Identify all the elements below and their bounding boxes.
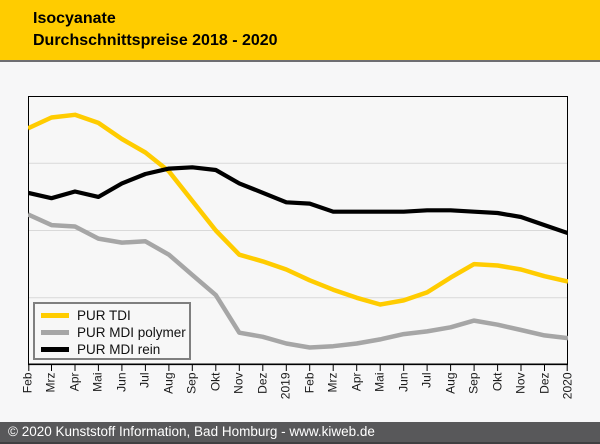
x-axis-label: Dez (537, 372, 552, 394)
page-title-line2: Durchschnittspreise 2018 - 2020 (33, 32, 278, 49)
page-title-line1: Isocyanate (33, 10, 116, 27)
x-axis-label: Dez (255, 372, 270, 394)
x-axis-label: Nov (513, 372, 528, 394)
legend-label: PUR TDI (77, 308, 131, 323)
x-axis-label: Mrz (43, 372, 58, 393)
x-axis-label: Apr (349, 372, 364, 392)
x-axis-label: Mai (372, 372, 387, 392)
x-axis-label: Sep (466, 372, 481, 394)
legend-label: PUR MDI polymer (77, 325, 186, 340)
x-axis-label: 2020 (560, 372, 575, 400)
x-axis-label: Nov (231, 372, 246, 394)
x-axis-label: Jun (114, 372, 129, 392)
legend-label: PUR MDI rein (77, 342, 161, 357)
x-axis-label: Feb (20, 372, 35, 394)
x-axis-label: Mrz (325, 372, 340, 393)
legend-item-pur-mdi-polymer: PUR MDI polymer (41, 324, 189, 341)
footer-bar: © 2020 Kunststoff Information, Bad Hombu… (0, 422, 600, 444)
x-axis-label: Sep (184, 372, 199, 394)
x-axis-label: Jul (137, 372, 152, 388)
x-axis-label: Okt (490, 372, 505, 392)
legend-item-pur-tdi: PUR TDI (41, 307, 189, 324)
chart-legend: PUR TDI PUR MDI polymer PUR MDI rein (33, 302, 191, 360)
pur-mdi-rein-line-swatch (41, 347, 69, 352)
x-axis-label: Okt (208, 372, 223, 392)
x-axis-label: Feb (302, 372, 317, 394)
x-axis-label: Aug (443, 372, 458, 394)
x-axis-label: Aug (161, 372, 176, 394)
x-axis-label: Mai (90, 372, 105, 392)
copyright-text: © 2020 Kunststoff Information, Bad Hombu… (8, 424, 375, 439)
pur-mdi-polymer-line-swatch (41, 330, 69, 335)
x-axis-label: Jul (419, 372, 434, 388)
x-axis-label: 2019 (278, 372, 293, 400)
x-axis-label: Jun (396, 372, 411, 392)
pur-tdi-line-swatch (41, 313, 69, 318)
legend-item-pur-mdi-rein: PUR MDI rein (41, 341, 189, 358)
chart-header: Isocyanate Durchschnittspreise 2018 - 20… (0, 0, 600, 62)
x-axis-label: Apr (67, 372, 82, 392)
